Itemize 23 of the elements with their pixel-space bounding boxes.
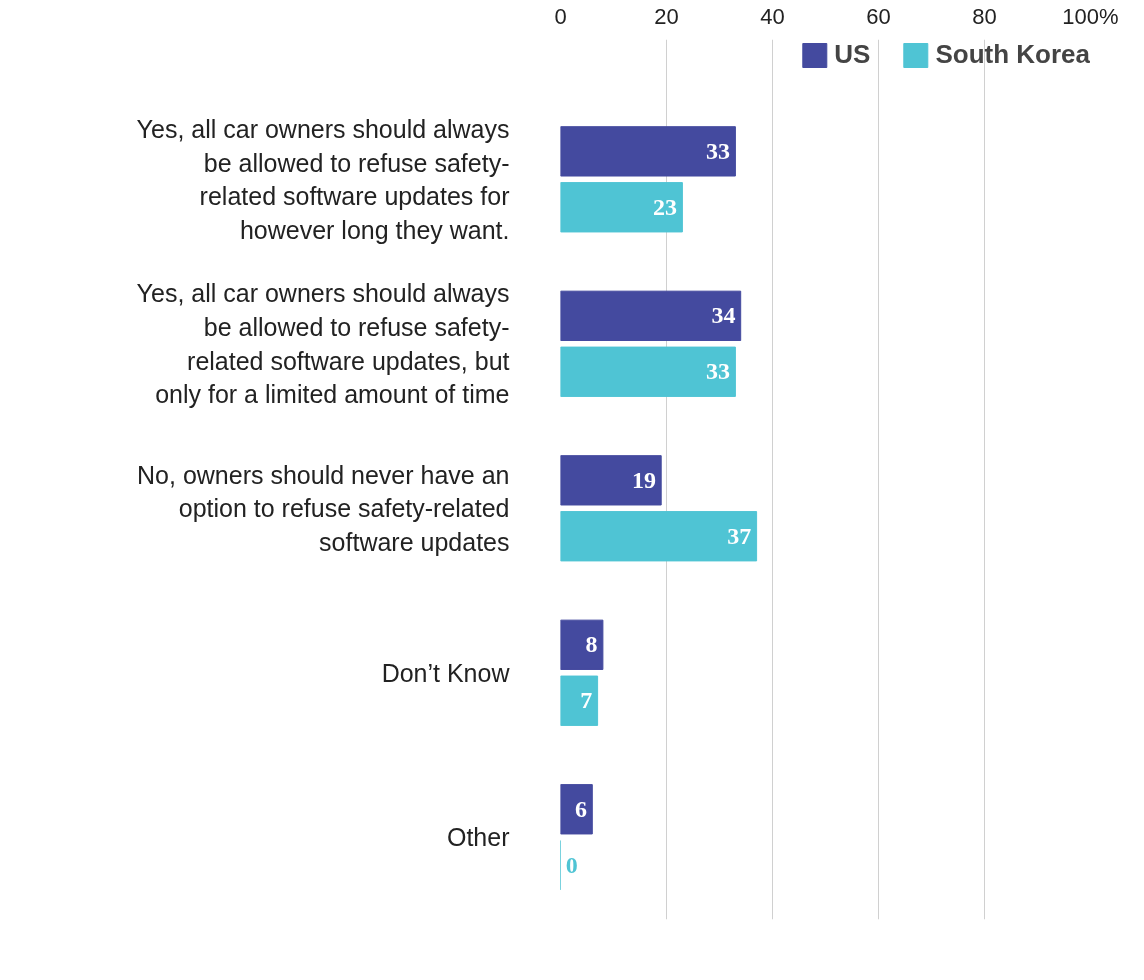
y-tick-label: No, owners should never have an option to refuse safety-related software updates bbox=[137, 460, 510, 556]
x-tick-label: 0 bbox=[554, 3, 567, 29]
y-tick-label: Other bbox=[446, 823, 510, 852]
x-tick-label: 80 bbox=[972, 3, 997, 29]
data-label: 6 bbox=[575, 795, 587, 822]
y-tick-label: Don’t Know bbox=[381, 658, 511, 687]
data-label: 0 bbox=[565, 851, 578, 878]
data-label: 37 bbox=[727, 522, 752, 549]
legend-label: South Korea bbox=[935, 39, 1090, 70]
x-tick-label: 20 bbox=[654, 3, 679, 29]
data-label: 7 bbox=[580, 687, 593, 714]
x-tick-label: 60 bbox=[866, 3, 891, 29]
x-tick-label: 100% bbox=[1062, 3, 1119, 29]
data-label: 23 bbox=[653, 193, 678, 220]
data-label: 33 bbox=[706, 137, 731, 164]
x-tick-label: 40 bbox=[760, 3, 785, 29]
data-label: 19 bbox=[631, 466, 656, 493]
data-label: 33 bbox=[706, 358, 731, 385]
y-tick-label: Yes, all car owners should always be allowed to refuse safety-related software updates, but only for a limited amount of time bbox=[136, 279, 510, 409]
data-label: 8 bbox=[585, 631, 598, 658]
data-label: 34 bbox=[711, 302, 736, 329]
y-tick-label: Yes, all car owners should always be allowed to refuse safety-related software updates for however long they want. bbox=[136, 114, 510, 244]
legend-label: US bbox=[834, 39, 871, 70]
